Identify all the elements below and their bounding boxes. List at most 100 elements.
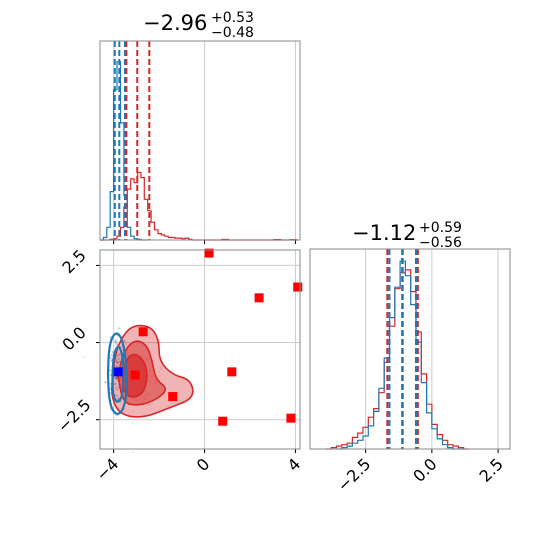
sample-point bbox=[110, 354, 113, 357]
sample-point bbox=[115, 357, 118, 360]
sample-point bbox=[157, 371, 160, 374]
sample-point bbox=[111, 351, 114, 354]
sample-point bbox=[114, 382, 117, 385]
red-square-marker bbox=[168, 392, 178, 402]
sample-point bbox=[115, 376, 118, 379]
param2-x-tick-label: 2.5 bbox=[475, 454, 506, 485]
joint-x-tick-label: −4 bbox=[92, 454, 122, 484]
sample-point bbox=[108, 373, 111, 376]
sample-point bbox=[116, 354, 119, 357]
sample-point bbox=[127, 413, 130, 416]
red-square-marker bbox=[138, 327, 148, 337]
joint-x-tick-label: 0 bbox=[193, 454, 214, 475]
sample-point bbox=[115, 377, 118, 380]
param2-title-lower: −0.56 bbox=[419, 235, 462, 251]
sample-point bbox=[160, 368, 163, 371]
blue-square-marker bbox=[113, 367, 123, 377]
sample-point bbox=[115, 364, 118, 367]
sample-point bbox=[115, 360, 118, 363]
param1-title-value: −2.96 bbox=[143, 11, 207, 35]
joint-y-tick-label: −2.5 bbox=[54, 395, 95, 436]
sample-point bbox=[156, 342, 159, 345]
sample-point bbox=[123, 339, 126, 342]
sample-point bbox=[158, 374, 161, 377]
series-b-contour bbox=[106, 332, 128, 415]
sample-point bbox=[117, 361, 120, 364]
red-square-marker bbox=[227, 367, 237, 377]
sample-point bbox=[114, 394, 117, 397]
sample-point bbox=[117, 357, 120, 360]
sample-point bbox=[104, 382, 107, 384]
sample-point bbox=[115, 386, 118, 389]
param2-title-value: −1.12 bbox=[352, 221, 416, 245]
sample-point bbox=[131, 422, 134, 425]
sample-point bbox=[117, 352, 120, 355]
series-b-histogram bbox=[336, 260, 464, 450]
sample-point bbox=[118, 327, 121, 330]
series-a-histogram bbox=[100, 171, 298, 241]
sample-point bbox=[109, 356, 112, 359]
red-square-marker bbox=[286, 413, 296, 423]
sample-point bbox=[113, 383, 116, 386]
sample-point bbox=[117, 385, 120, 388]
param2-x-tick-label: 0.0 bbox=[409, 454, 440, 485]
sample-point bbox=[109, 365, 112, 368]
sample-point bbox=[176, 376, 179, 379]
sample-point bbox=[116, 379, 119, 382]
param2-title: −1.12 +0.59 −0.56 bbox=[352, 220, 462, 251]
sample-point bbox=[150, 408, 153, 411]
joint-frame bbox=[99, 249, 301, 450]
sample-point bbox=[124, 342, 127, 345]
sample-point bbox=[104, 381, 107, 384]
sample-point bbox=[149, 404, 152, 407]
sample-point bbox=[115, 361, 118, 364]
sample-point bbox=[116, 388, 119, 392]
param1-title-lower: −0.48 bbox=[211, 25, 254, 41]
sample-point bbox=[115, 376, 118, 380]
param1-title-upper: +0.53 bbox=[211, 10, 254, 26]
sample-point bbox=[115, 376, 118, 380]
red-square-marker bbox=[254, 293, 264, 303]
sample-point bbox=[159, 367, 161, 370]
param2-marginal-frame bbox=[309, 248, 511, 450]
sample-point bbox=[115, 359, 118, 362]
sample-point bbox=[115, 361, 118, 364]
red-square-marker bbox=[293, 282, 303, 292]
sample-point bbox=[131, 451, 134, 454]
sample-point bbox=[115, 365, 118, 368]
sample-point bbox=[82, 355, 85, 358]
series-b-histogram bbox=[100, 61, 148, 241]
joint-scatter-panel: −4 0 4 2.5 0.0 −2.5 bbox=[54, 246, 305, 485]
sample-point bbox=[123, 340, 126, 343]
sample-point bbox=[109, 388, 112, 391]
sample-point bbox=[113, 376, 116, 379]
red-square-marker bbox=[204, 248, 214, 258]
sample-point bbox=[116, 361, 119, 365]
param2-x-tick-label: −2.5 bbox=[334, 454, 375, 495]
red-square-marker bbox=[218, 416, 228, 426]
param1-marginal-panel bbox=[99, 40, 301, 244]
sample-point bbox=[115, 342, 118, 345]
sample-point bbox=[116, 394, 119, 397]
joint-y-tick-label: 0.0 bbox=[58, 323, 89, 354]
param2-title-upper: +0.59 bbox=[419, 220, 462, 236]
series-b-contour bbox=[111, 345, 125, 403]
sample-point bbox=[131, 410, 134, 413]
param1-title: −2.96 +0.53 −0.48 bbox=[143, 10, 254, 41]
sample-point bbox=[117, 358, 120, 361]
sample-point bbox=[115, 340, 118, 343]
sample-point bbox=[114, 339, 117, 342]
sample-point bbox=[118, 360, 121, 363]
joint-x-tick-label: 4 bbox=[284, 454, 305, 475]
sample-point bbox=[154, 328, 157, 331]
sample-point bbox=[109, 369, 112, 372]
joint-y-tick-label: 2.5 bbox=[58, 246, 89, 277]
sample-point bbox=[118, 354, 121, 357]
sample-point bbox=[118, 352, 121, 355]
series-a-histogram bbox=[325, 269, 469, 450]
sample-point bbox=[147, 404, 150, 407]
red-square-marker bbox=[130, 370, 140, 380]
param2-marginal-panel: −2.5 0.0 2.5 bbox=[309, 248, 511, 495]
param1-marginal-frame bbox=[99, 40, 301, 241]
